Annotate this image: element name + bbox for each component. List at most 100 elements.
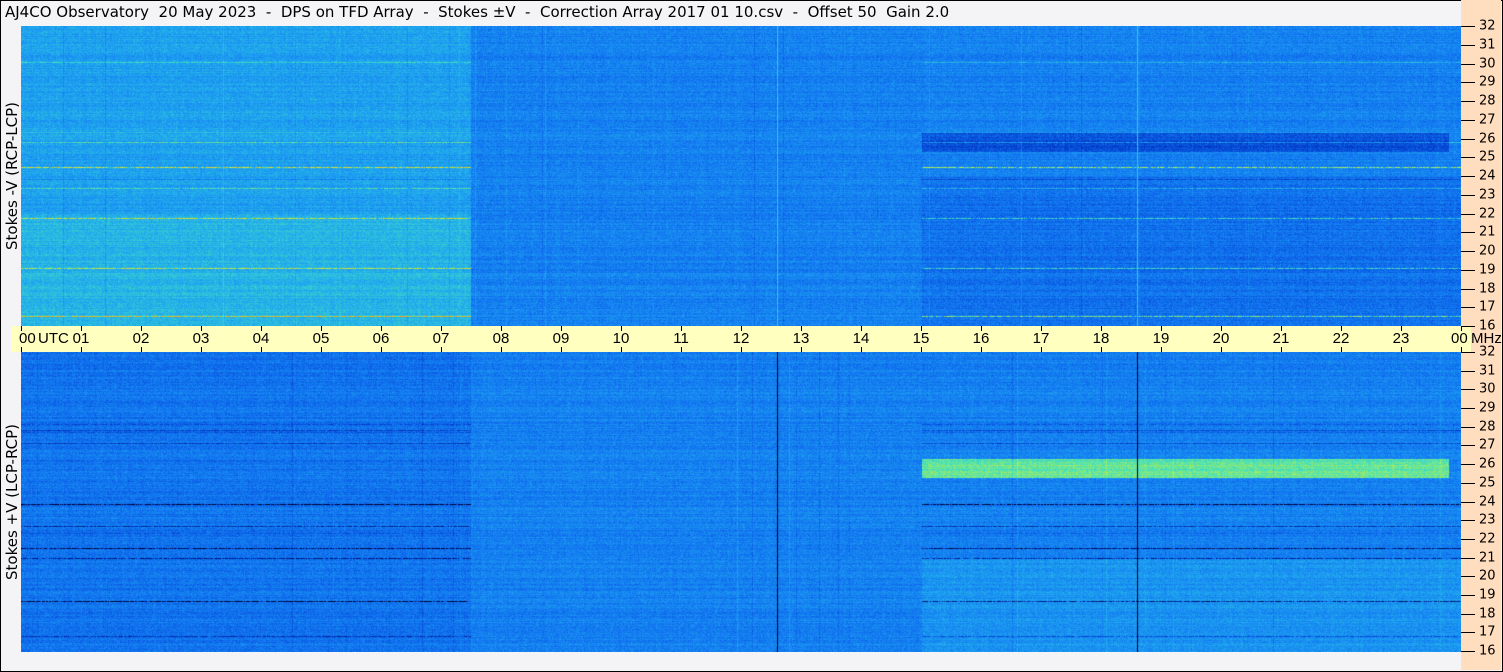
- y-tick: [1461, 157, 1475, 158]
- y-tick: [1461, 427, 1475, 428]
- y-unit-label: MHz: [1471, 330, 1502, 347]
- x-tick-label: 19: [1152, 330, 1170, 347]
- x-tick: [141, 347, 142, 352]
- y-tick: [1461, 576, 1475, 577]
- y-tick: [1461, 389, 1475, 390]
- y-tick-label: 25: [1479, 475, 1496, 491]
- x-tick: [1101, 347, 1102, 352]
- y-tick: [1461, 614, 1475, 615]
- x-tick: [1161, 326, 1162, 331]
- y-tick-label: 17: [1479, 299, 1496, 315]
- x-tick-label: 08: [492, 330, 510, 347]
- x-tick-label: 09: [552, 330, 570, 347]
- y-tick-label: 31: [1479, 37, 1496, 53]
- y-tick-label: 29: [1479, 74, 1496, 90]
- x-tick: [501, 326, 502, 331]
- y-tick-label: 22: [1479, 531, 1496, 547]
- x-tick: [801, 347, 802, 352]
- x-tick-label: 10: [612, 330, 630, 347]
- y-tick: [1461, 408, 1475, 409]
- x-tick: [681, 326, 682, 331]
- x-tick: [861, 326, 862, 331]
- x-tick: [1041, 347, 1042, 352]
- y-tick-label: 23: [1479, 512, 1496, 528]
- x-tick: [381, 326, 382, 331]
- x-tick: [1281, 347, 1282, 352]
- x-tick: [861, 347, 862, 352]
- y-tick-label: 26: [1479, 456, 1496, 472]
- x-tick-label: 13: [792, 330, 810, 347]
- x-tick: [201, 347, 202, 352]
- x-tick-label: 22: [1332, 330, 1350, 347]
- y-tick: [1461, 45, 1475, 46]
- y-tick: [1461, 371, 1475, 372]
- y-tick-label: 21: [1479, 550, 1496, 566]
- x-tick: [141, 326, 142, 331]
- x-tick-label: 17: [1032, 330, 1050, 347]
- y-tick: [1461, 464, 1475, 465]
- x-tick: [201, 326, 202, 331]
- x-tick: [921, 347, 922, 352]
- x-tick: [1281, 326, 1282, 331]
- y-tick-label: 24: [1479, 168, 1496, 184]
- x-tick-label: 16: [972, 330, 990, 347]
- x-tick-label: 00: [1450, 330, 1468, 347]
- x-tick-label: 04: [252, 330, 270, 347]
- y-tick: [1461, 214, 1475, 215]
- y-tick-label: 28: [1479, 93, 1496, 109]
- x-tick-label: 01: [72, 330, 90, 347]
- x-tick: [1221, 347, 1222, 352]
- spectrogram-stokes-minus-v: [21, 26, 1461, 326]
- x-tick-label: 05: [312, 330, 330, 347]
- y-tick-label: 27: [1479, 437, 1496, 453]
- y-tick-label: 19: [1479, 587, 1496, 603]
- y-tick-label: 19: [1479, 262, 1496, 278]
- x-tick-label: 14: [852, 330, 870, 347]
- x-tick: [921, 326, 922, 331]
- panel-bottom-ylabel: Stokes +V (LCP-RCP): [3, 424, 21, 580]
- y-tick-label: 23: [1479, 187, 1496, 203]
- x-tick-label: 11: [673, 330, 689, 347]
- y-tick-label: 31: [1479, 363, 1496, 379]
- y-tick: [1461, 232, 1475, 233]
- time-axis: 00 01 02 03 04 05 06 07 08 09 10 11 12 13 14 15 16 17 18 19…: [11, 326, 1502, 352]
- x-tick: [1461, 347, 1462, 352]
- x-tick-label: 23: [1392, 330, 1410, 347]
- x-tick-label: 20: [1212, 330, 1230, 347]
- x-tick: [1401, 326, 1402, 331]
- y-tick: [1461, 483, 1475, 484]
- x-tick: [1401, 347, 1402, 352]
- x-tick: [261, 326, 262, 331]
- y-tick: [1461, 139, 1475, 140]
- y-tick: [1461, 289, 1475, 290]
- x-tick: [81, 326, 82, 331]
- x-tick-label: 21: [1272, 330, 1290, 347]
- y-tick: [1461, 539, 1475, 540]
- x-tick: [321, 347, 322, 352]
- panel-top-ylabel: Stokes -V (RCP-LCP): [3, 102, 21, 250]
- x-tick: [321, 326, 322, 331]
- y-tick-label: 32: [1479, 344, 1496, 360]
- y-tick: [1461, 445, 1475, 446]
- y-tick-label: 22: [1479, 206, 1496, 222]
- y-tick: [1461, 352, 1475, 353]
- x-tick: [441, 326, 442, 331]
- x-tick: [1041, 326, 1042, 331]
- x-tick: [81, 347, 82, 352]
- y-tick: [1461, 64, 1475, 65]
- y-tick-label: 18: [1479, 281, 1496, 297]
- y-tick-label: 16: [1479, 643, 1496, 659]
- x-tick: [261, 347, 262, 352]
- x-tick-label: 00: [19, 330, 36, 347]
- y-tick: [1461, 595, 1475, 596]
- x-tick: [1101, 326, 1102, 331]
- x-tick-label: 06: [372, 330, 390, 347]
- y-tick: [1461, 651, 1475, 652]
- x-tick: [21, 347, 22, 352]
- x-tick: [381, 347, 382, 352]
- y-tick-label: 20: [1479, 568, 1496, 584]
- y-tick-label: 16: [1479, 318, 1496, 334]
- y-tick-label: 24: [1479, 494, 1496, 510]
- x-tick: [1341, 347, 1342, 352]
- x-tick: [1461, 326, 1462, 331]
